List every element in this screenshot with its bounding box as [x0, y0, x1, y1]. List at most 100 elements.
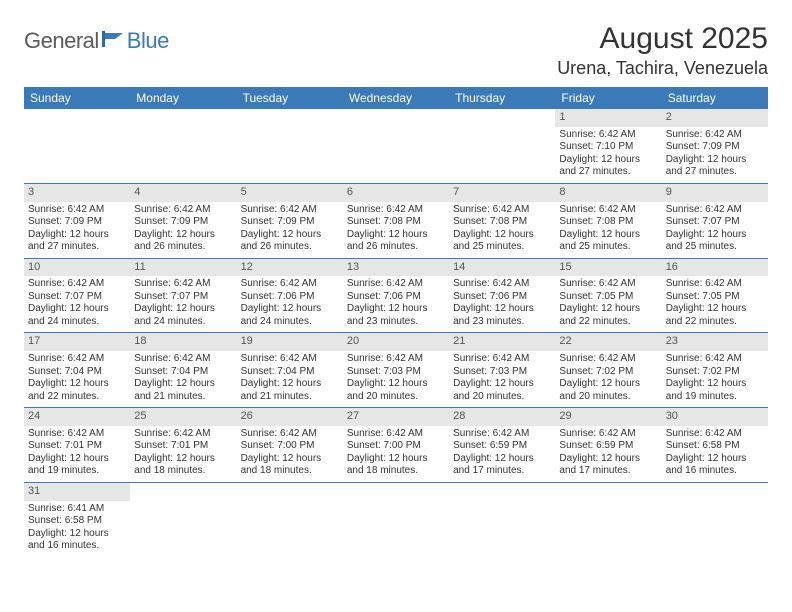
- daylight-line: Daylight: 12 hours and 21 minutes.: [134, 378, 232, 403]
- logo-text-blue: Blue: [127, 28, 169, 54]
- daylight-line: Daylight: 12 hours and 24 minutes.: [134, 303, 232, 328]
- calendar-cell: [130, 482, 236, 556]
- daylight-line: Daylight: 12 hours and 20 minutes.: [453, 378, 551, 403]
- sunset-line: Sunset: 7:03 PM: [453, 366, 551, 379]
- sunset-line: Sunset: 7:05 PM: [666, 291, 764, 304]
- day-number: 5: [237, 184, 343, 202]
- sunset-line: Sunset: 7:04 PM: [28, 366, 126, 379]
- sunrise-line: Sunrise: 6:42 AM: [134, 428, 232, 441]
- day-body: Sunrise: 6:42 AMSunset: 7:01 PMDaylight:…: [24, 426, 130, 482]
- logo-flag-icon: [101, 30, 125, 53]
- weekday-header: Thursday: [449, 87, 555, 109]
- day-number: 14: [449, 259, 555, 277]
- sunset-line: Sunset: 7:09 PM: [666, 141, 764, 154]
- calendar-cell: 6Sunrise: 6:42 AMSunset: 7:08 PMDaylight…: [343, 183, 449, 258]
- sunset-line: Sunset: 7:04 PM: [134, 366, 232, 379]
- daylight-line: Daylight: 12 hours and 17 minutes.: [559, 453, 657, 478]
- daylight-line: Daylight: 12 hours and 22 minutes.: [559, 303, 657, 328]
- day-number: 29: [555, 408, 661, 426]
- daylight-line: Daylight: 12 hours and 25 minutes.: [559, 229, 657, 254]
- daylight-line: Daylight: 12 hours and 18 minutes.: [347, 453, 445, 478]
- sunrise-line: Sunrise: 6:42 AM: [241, 278, 339, 291]
- sunset-line: Sunset: 7:08 PM: [559, 216, 657, 229]
- weekday-header: Sunday: [24, 87, 130, 109]
- sunrise-line: Sunrise: 6:42 AM: [347, 204, 445, 217]
- weekday-header: Friday: [555, 87, 661, 109]
- day-number: 12: [237, 259, 343, 277]
- sunrise-line: Sunrise: 6:42 AM: [241, 353, 339, 366]
- day-body: Sunrise: 6:42 AMSunset: 6:59 PMDaylight:…: [555, 426, 661, 482]
- sunrise-line: Sunrise: 6:42 AM: [559, 204, 657, 217]
- sunrise-line: Sunrise: 6:42 AM: [453, 204, 551, 217]
- day-body: Sunrise: 6:42 AMSunset: 7:05 PMDaylight:…: [662, 276, 768, 332]
- day-number: 28: [449, 408, 555, 426]
- daylight-line: Daylight: 12 hours and 27 minutes.: [559, 154, 657, 179]
- sunrise-line: Sunrise: 6:42 AM: [559, 353, 657, 366]
- calendar-cell: 28Sunrise: 6:42 AMSunset: 6:59 PMDayligh…: [449, 408, 555, 483]
- daylight-line: Daylight: 12 hours and 24 minutes.: [28, 303, 126, 328]
- sunrise-line: Sunrise: 6:42 AM: [559, 278, 657, 291]
- calendar-cell: 1Sunrise: 6:42 AMSunset: 7:10 PMDaylight…: [555, 109, 661, 183]
- calendar-cell: 10Sunrise: 6:42 AMSunset: 7:07 PMDayligh…: [24, 258, 130, 333]
- day-number: 2: [662, 109, 768, 127]
- day-number: 27: [343, 408, 449, 426]
- day-number: 8: [555, 184, 661, 202]
- daylight-line: Daylight: 12 hours and 22 minutes.: [28, 378, 126, 403]
- sunset-line: Sunset: 6:59 PM: [559, 440, 657, 453]
- day-body: Sunrise: 6:42 AMSunset: 7:08 PMDaylight:…: [449, 202, 555, 258]
- sunrise-line: Sunrise: 6:42 AM: [28, 353, 126, 366]
- weekday-header: Tuesday: [237, 87, 343, 109]
- calendar-cell: 7Sunrise: 6:42 AMSunset: 7:08 PMDaylight…: [449, 183, 555, 258]
- daylight-line: Daylight: 12 hours and 27 minutes.: [28, 229, 126, 254]
- calendar-cell: 27 Sunrise: 6:42 AMSunset: 7:00 PMDayligh…: [343, 408, 449, 483]
- calendar-cell: 18Sunrise: 6:42 AMSunset: 7:04 PMDayligh…: [130, 333, 236, 408]
- day-body: Sunrise: 6:42 AMSunset: 7:04 PMDaylight:…: [237, 351, 343, 407]
- month-title: August 2025: [557, 22, 768, 56]
- daylight-line: Daylight: 12 hours and 19 minutes.: [28, 453, 126, 478]
- day-number: 7: [449, 184, 555, 202]
- sunrise-line: Sunrise: 6:42 AM: [453, 353, 551, 366]
- sunrise-line: Sunrise: 6:42 AM: [241, 428, 339, 441]
- day-number: 21: [449, 333, 555, 351]
- calendar-cell: 19Sunrise: 6:42 AMSunset: 7:04 PMDayligh…: [237, 333, 343, 408]
- sunset-line: Sunset: 6:58 PM: [28, 515, 126, 528]
- daylight-line: Daylight: 12 hours and 27 minutes.: [666, 154, 764, 179]
- logo: General Blue: [24, 28, 169, 54]
- sunset-line: Sunset: 7:08 PM: [347, 216, 445, 229]
- day-number: 25: [130, 408, 236, 426]
- daylight-line: Daylight: 12 hours and 26 minutes.: [347, 229, 445, 254]
- calendar-cell: 30Sunrise: 6:42 AMSunset: 6:58 PMDayligh…: [662, 408, 768, 483]
- sunset-line: Sunset: 7:05 PM: [559, 291, 657, 304]
- day-number: 24: [24, 408, 130, 426]
- sunset-line: Sunset: 7:07 PM: [28, 291, 126, 304]
- day-body: Sunrise: 6:42 AMSunset: 7:07 PMDaylight:…: [662, 202, 768, 258]
- sunset-line: Sunset: 7:03 PM: [347, 366, 445, 379]
- day-body: Sunrise: 6:42 AMSunset: 7:09 PMDaylight:…: [237, 202, 343, 258]
- calendar-cell: 2Sunrise: 6:42 AMSunset: 7:09 PMDaylight…: [662, 109, 768, 183]
- day-body: Sunrise: 6:42 AMSunset: 7:01 PMDaylight:…: [130, 426, 236, 482]
- day-body: Sunrise: 6:42 AMSunset: 7:02 PMDaylight:…: [662, 351, 768, 407]
- day-body: Sunrise: 6:42 AMSunset: 7:10 PMDaylight:…: [555, 127, 661, 183]
- sunrise-line: Sunrise: 6:42 AM: [347, 428, 445, 441]
- day-body: Sunrise: 6:42 AMSunset: 7:08 PMDaylight:…: [555, 202, 661, 258]
- sunrise-line: Sunrise: 6:42 AM: [666, 428, 764, 441]
- sunset-line: Sunset: 7:00 PM: [347, 440, 445, 453]
- day-number: 18: [130, 333, 236, 351]
- sunrise-line: Sunrise: 6:42 AM: [134, 204, 232, 217]
- calendar-row: 24Sunrise: 6:42 AMSunset: 7:01 PMDayligh…: [24, 408, 768, 483]
- sunset-line: Sunset: 7:02 PM: [666, 366, 764, 379]
- sunrise-line: Sunrise: 6:42 AM: [134, 278, 232, 291]
- day-body: Sunrise: 6:42 AMSunset: 7:03 PMDaylight:…: [343, 351, 449, 407]
- sunset-line: Sunset: 7:07 PM: [666, 216, 764, 229]
- sunrise-line: Sunrise: 6:42 AM: [559, 428, 657, 441]
- day-number: 22: [555, 333, 661, 351]
- day-number: 19: [237, 333, 343, 351]
- sunrise-line: Sunrise: 6:42 AM: [453, 278, 551, 291]
- day-number: 15: [555, 259, 661, 277]
- title-block: August 2025 Urena, Tachira, Venezuela: [557, 22, 768, 79]
- calendar-cell: 4Sunrise: 6:42 AMSunset: 7:09 PMDaylight…: [130, 183, 236, 258]
- sunset-line: Sunset: 7:08 PM: [453, 216, 551, 229]
- day-body: Sunrise: 6:42 AMSunset: 7:05 PMDaylight:…: [555, 276, 661, 332]
- daylight-line: Daylight: 12 hours and 18 minutes.: [241, 453, 339, 478]
- calendar-cell: 11Sunrise: 6:42 AMSunset: 7:07 PMDayligh…: [130, 258, 236, 333]
